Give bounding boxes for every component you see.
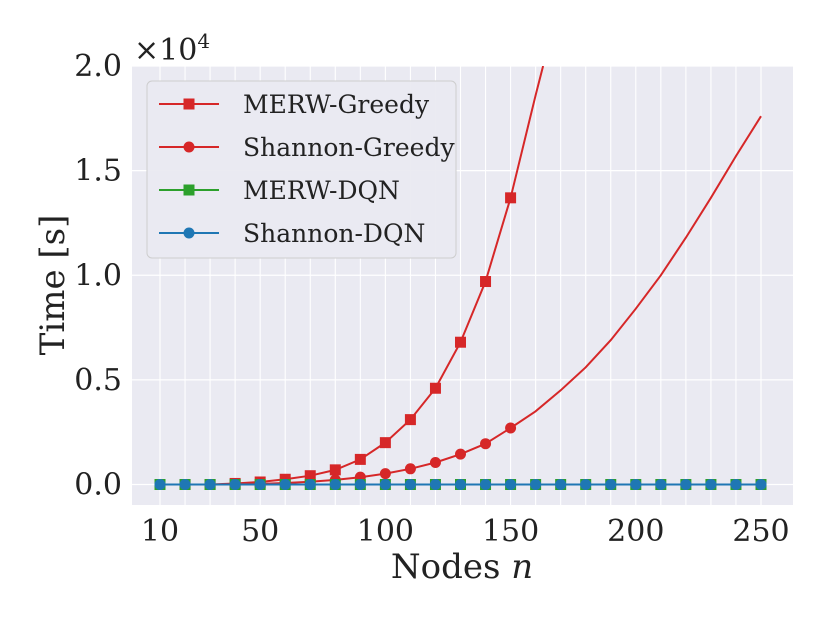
data-point [183, 227, 195, 239]
legend-label: MERW-Greedy [243, 90, 430, 119]
x-tick-label: 150 [482, 514, 539, 549]
y-tick-label: 1.0 [74, 258, 122, 293]
data-point [455, 479, 466, 490]
legend: MERW-Greedy Shannon-Greedy MERW-DQN Shannon… [146, 80, 457, 259]
data-point [204, 479, 216, 490]
y-tick-label: 0.5 [74, 363, 122, 398]
data-point [379, 437, 391, 449]
legend-box [146, 80, 457, 259]
data-point [480, 479, 492, 490]
x-tick-label: 50 [241, 514, 279, 549]
x-tick-label: 250 [732, 514, 789, 549]
data-point [404, 479, 416, 490]
data-point [480, 438, 492, 450]
legend-entry: MERW-Greedy [159, 90, 430, 119]
data-point [183, 141, 195, 153]
legend-label: MERW-DQN [243, 176, 400, 205]
data-point [304, 479, 316, 490]
series-layer [154, 66, 767, 490]
x-tick-labels: 10 50 100 150 200 250 [141, 514, 790, 549]
y-tick-label: 0.0 [74, 468, 122, 503]
data-point [179, 479, 191, 490]
data-point [183, 98, 195, 110]
data-point [655, 479, 667, 490]
data-point [605, 479, 617, 490]
data-point [329, 464, 341, 476]
data-point [755, 479, 767, 490]
data-point [404, 463, 416, 475]
y-scale-label: ×104 [134, 29, 210, 68]
x-axis-label: Nodes n [391, 547, 533, 587]
data-point [580, 479, 592, 490]
y-tick-label: 1.5 [74, 154, 122, 189]
data-point [480, 276, 492, 288]
series-shannon-dqn [154, 479, 767, 490]
y-tick-label: 2.0 [74, 49, 122, 84]
legend-entry: Shannon-DQN [159, 219, 425, 248]
x-tick-label: 200 [607, 514, 664, 549]
data-point [505, 479, 517, 490]
data-point [354, 453, 366, 465]
data-point [354, 479, 366, 490]
data-point [455, 336, 466, 348]
data-point [254, 479, 266, 490]
data-point [505, 192, 517, 204]
data-point [404, 414, 416, 426]
data-point [304, 470, 316, 482]
legend-label: Shannon-DQN [243, 219, 425, 248]
data-point [429, 382, 441, 394]
data-point [680, 479, 692, 490]
data-point [630, 479, 642, 490]
legend-label: Shannon-Greedy [243, 133, 455, 162]
data-point [705, 479, 717, 490]
data-point [730, 479, 742, 490]
data-point [229, 479, 241, 490]
data-point [279, 479, 291, 490]
y-tick-labels: 0.0 0.5 1.0 1.5 2.0 [74, 49, 122, 503]
y-axis-label: Time [s] [33, 215, 73, 356]
data-point [429, 457, 441, 469]
data-point [183, 184, 195, 196]
legend-entry: MERW-DQN [159, 176, 400, 205]
data-point [429, 479, 441, 490]
data-point [379, 479, 391, 490]
x-tick-label: 100 [357, 514, 414, 549]
data-point [154, 479, 166, 490]
data-point [379, 468, 391, 480]
x-tick-label: 10 [141, 514, 179, 549]
data-point [555, 479, 567, 490]
data-point [329, 479, 341, 490]
legend-entry: Shannon-Greedy [159, 133, 455, 162]
data-point [530, 479, 542, 490]
data-point [455, 448, 466, 460]
data-point [505, 422, 517, 434]
